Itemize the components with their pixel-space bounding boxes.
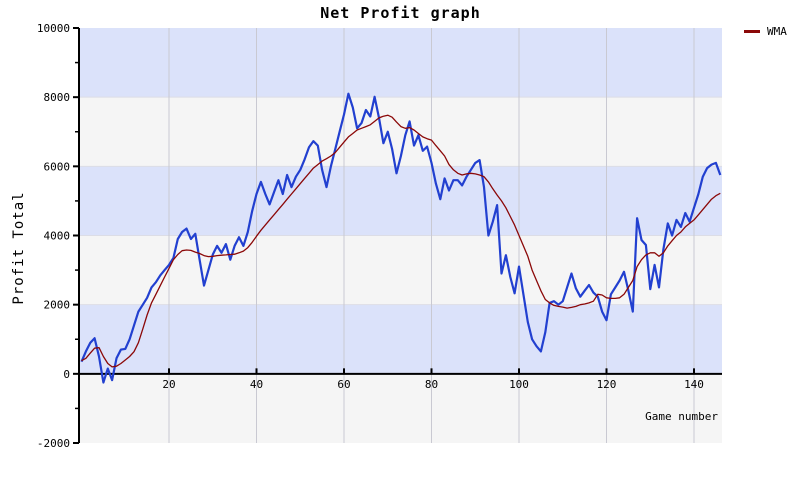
band-blue — [79, 28, 722, 98]
x-tick-label: 40 — [250, 378, 263, 391]
y-tick-label: 0 — [63, 368, 70, 381]
y-tick-label: 8000 — [44, 91, 71, 104]
y-tick-label: 2000 — [44, 299, 71, 312]
x-tick-label: 20 — [162, 378, 175, 391]
x-tick-label: 120 — [597, 378, 617, 391]
band-gray — [79, 373, 722, 443]
wma-line — [81, 114, 721, 368]
y-tick-label: 6000 — [44, 160, 71, 173]
legend: WMA — [744, 25, 787, 38]
chart-title: Net Profit graph — [320, 4, 481, 22]
y-tick-label: -2000 — [37, 437, 70, 450]
band-blue — [79, 166, 722, 236]
y-tick-label: 4000 — [44, 230, 71, 243]
x-tick-label: 80 — [425, 378, 438, 391]
wma-legend-label: WMA — [767, 25, 787, 38]
y-tick-label: 10000 — [37, 22, 70, 35]
y-axis-label: Profit Total — [11, 191, 27, 305]
wma-legend-line-icon — [744, 30, 760, 33]
x-tick-label: 100 — [509, 378, 529, 391]
x-tick-label: 140 — [684, 378, 704, 391]
x-tick-label: 60 — [337, 378, 350, 391]
band-blue — [79, 304, 722, 374]
profit-line — [80, 92, 722, 384]
x-axis-label: Game number — [645, 410, 718, 423]
band-gray — [79, 235, 722, 305]
